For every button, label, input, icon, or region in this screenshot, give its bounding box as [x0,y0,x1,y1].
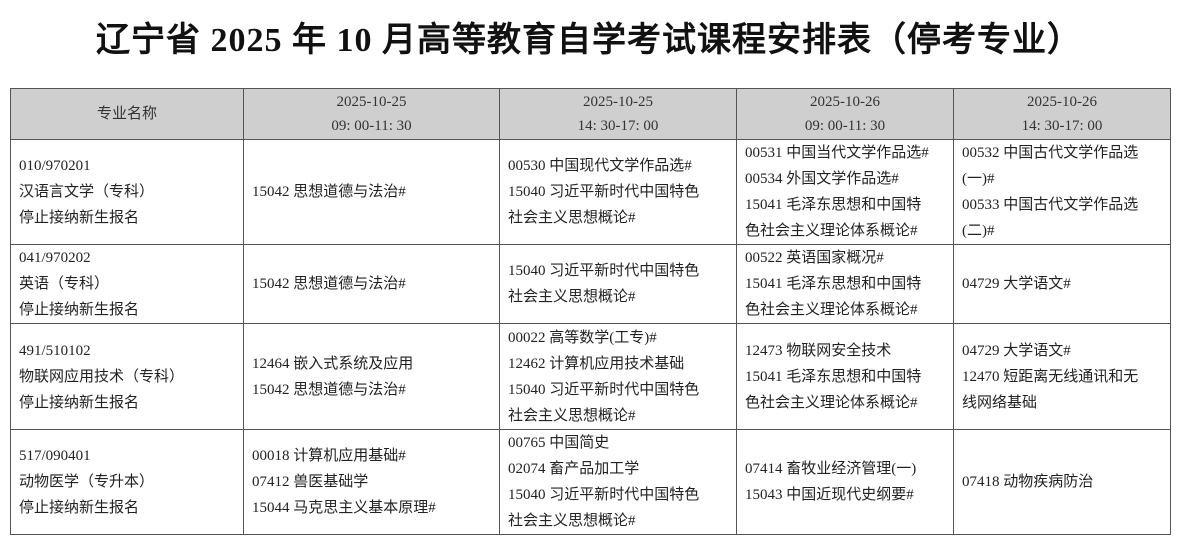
course-line: 15044 马克思主义基本原理# [252,500,436,516]
course-line: 社会主义思想概论# [508,289,636,305]
course-line: 15042 思想道德与法治# [252,276,406,292]
course-line: 12470 短距离无线通讯和无 [962,368,1139,385]
course-line: 社会主义思想概论# [508,407,636,424]
major-line: 517/090401 [19,448,91,464]
course-line: 15042 思想道德与法治# [252,184,406,200]
table-row: 041/970202 英语（专科） 停止接纳新生报名 15042 思想道德与法治# 15… [10,244,1171,324]
course-line: 15041 毛泽东思想和中国特 [745,368,922,385]
course-line: 12462 计算机应用技术基础 [508,355,685,372]
page-title: 辽宁省 2025 年 10 月高等教育自学考试课程安排表（停考专业） [96,22,1082,59]
table-row: 517/090401 动物医学（专升本） 停止接纳新生报名 00018 计算机应用基础… [10,429,1171,535]
major-cell: 491/510102 物联网应用技术（专科） 停止接纳新生报名 [10,323,244,430]
header-session: 2025-10-25 14: 30-17: 00 [499,88,737,140]
courses-cell: 00022 高等数学(工专)# 12462 计算机应用技术基础 15040 习近平新… [499,323,737,430]
header-text: 2025-10-25 [583,94,653,110]
table-row: 491/510102 物联网应用技术（专科） 停止接纳新生报名 12464 嵌入式系统… [10,323,1171,430]
courses-cell: 12464 嵌入式系统及应用 15042 思想道德与法治# [243,323,500,430]
course-line: 色社会主义理论体系概论# [745,223,918,239]
course-line: 00531 中国当代文学作品选# [745,145,929,161]
courses-cell: 15042 思想道德与法治# [243,244,500,324]
header-session: 2025-10-25 09: 00-11: 30 [243,88,500,140]
major-line: 汉语言文学（专科） [19,184,155,200]
header-text: 14: 30-17: 00 [577,118,659,134]
course-line: 00530 中国现代文学作品选# [508,158,692,174]
major-line: 停止接纳新生报名 [19,210,140,226]
header-major-name: 专业名称 [10,88,244,140]
header-session: 2025-10-26 09: 00-11: 30 [736,88,954,140]
course-line: 04729 大学语文# [962,276,1071,292]
courses-cell: 00765 中国简史 02074 畜产品加工学 15040 习近平新时代中国特色 社会… [499,429,737,535]
major-line: 动物医学（专升本） [19,474,155,490]
course-line: 15042 思想道德与法治# [252,381,406,398]
course-line: 12473 物联网安全技术 [745,342,892,359]
course-line: 15040 习近平新时代中国特色 [508,381,700,398]
course-line: 15040 习近平新时代中国特色 [508,184,700,200]
course-line: 12464 嵌入式系统及应用 [252,355,414,372]
course-line: 00018 计算机应用基础# [252,448,406,464]
course-line: 07414 畜牧业经济管理(一) [745,461,917,477]
major-cell: 010/970201 汉语言文学（专科） 停止接纳新生报名 [10,139,244,245]
course-line: (一)# [962,171,995,187]
major-line: 491/510102 [19,342,91,359]
major-line: 物联网应用技术（专科） [19,368,185,385]
courses-cell: 00532 中国古代文学作品选 (一)# 00533 中国古代文学作品选 (二)# [953,139,1171,245]
course-line: 00765 中国简史 [508,435,610,451]
courses-cell: 04729 大学语文# [953,244,1171,324]
course-line: (二)# [962,223,995,239]
course-line: 15041 毛泽东思想和中国特 [745,276,922,292]
course-line: 15041 毛泽东思想和中国特 [745,197,922,213]
course-line: 04729 大学语文# [962,342,1071,359]
course-line: 07412 兽医基础学 [252,474,369,490]
header-text: 2025-10-25 [336,94,407,110]
course-line: 15040 习近平新时代中国特色 [508,487,700,503]
major-line: 010/970201 [19,158,91,174]
major-line: 041/970202 [19,250,91,266]
schedule-table: 专业名称 2025-10-25 09: 00-11: 30 2025-10-25 14:… [10,88,1171,535]
course-line: 色社会主义理论体系概论# [745,302,918,318]
header-row: 专业名称 2025-10-25 09: 00-11: 30 2025-10-25 14:… [10,88,1171,140]
courses-cell: 07414 畜牧业经济管理(一) 15043 中国近现代史纲要# [736,429,954,535]
major-line: 停止接纳新生报名 [19,394,140,411]
header-text: 14: 30-17: 00 [1021,118,1103,134]
courses-cell: 04729 大学语文# 12470 短距离无线通讯和无 线网络基础 [953,323,1171,430]
courses-cell: 15040 习近平新时代中国特色 社会主义思想概论# [499,244,737,324]
header-text: 2025-10-26 [1027,94,1097,110]
course-line: 15043 中国近现代史纲要# [745,487,914,503]
major-line: 停止接纳新生报名 [19,500,140,516]
header-text: 2025-10-26 [810,94,880,110]
courses-cell: 00531 中国当代文学作品选# 00534 外国文学作品选# 15041 毛泽东思… [736,139,954,245]
courses-cell: 15042 思想道德与法治# [243,139,500,245]
course-line: 07418 动物疾病防治 [962,474,1094,490]
course-line: 00022 高等数学(工专)# [508,329,657,346]
courses-cell: 07418 动物疾病防治 [953,429,1171,535]
course-line: 社会主义思想概论# [508,210,636,226]
course-line: 00522 英语国家概况# [745,250,884,266]
course-line: 00533 中国古代文学作品选 [962,197,1139,213]
header-text: 09: 00-11: 30 [331,118,412,134]
course-line: 00532 中国古代文学作品选 [962,145,1139,161]
major-cell: 517/090401 动物医学（专升本） 停止接纳新生报名 [10,429,244,535]
courses-cell: 00530 中国现代文学作品选# 15040 习近平新时代中国特色 社会主义思想概论… [499,139,737,245]
course-line: 色社会主义理论体系概论# [745,394,918,411]
header-text: 专业名称 [96,106,157,122]
courses-cell: 00018 计算机应用基础# 07412 兽医基础学 15044 马克思主义基本原理… [243,429,500,535]
course-line: 02074 畜产品加工学 [508,461,640,477]
courses-cell: 00522 英语国家概况# 15041 毛泽东思想和中国特 色社会主义理论体系概论# [736,244,954,324]
major-line: 停止接纳新生报名 [19,302,140,318]
courses-cell: 12473 物联网安全技术 15041 毛泽东思想和中国特 色社会主义理论体系概论# [736,323,954,430]
course-line: 社会主义思想概论# [508,513,636,529]
major-cell: 041/970202 英语（专科） 停止接纳新生报名 [10,244,244,324]
course-line: 15040 习近平新时代中国特色 [508,263,700,279]
table-row: 010/970201 汉语言文学（专科） 停止接纳新生报名 15042 思想道德与法治… [10,139,1171,245]
header-text: 09: 00-11: 30 [804,118,886,134]
course-line: 00534 外国文学作品选# [745,171,899,187]
major-line: 英语（专科） [19,276,110,292]
header-session: 2025-10-26 14: 30-17: 00 [953,88,1171,140]
course-line: 线网络基础 [962,394,1038,411]
